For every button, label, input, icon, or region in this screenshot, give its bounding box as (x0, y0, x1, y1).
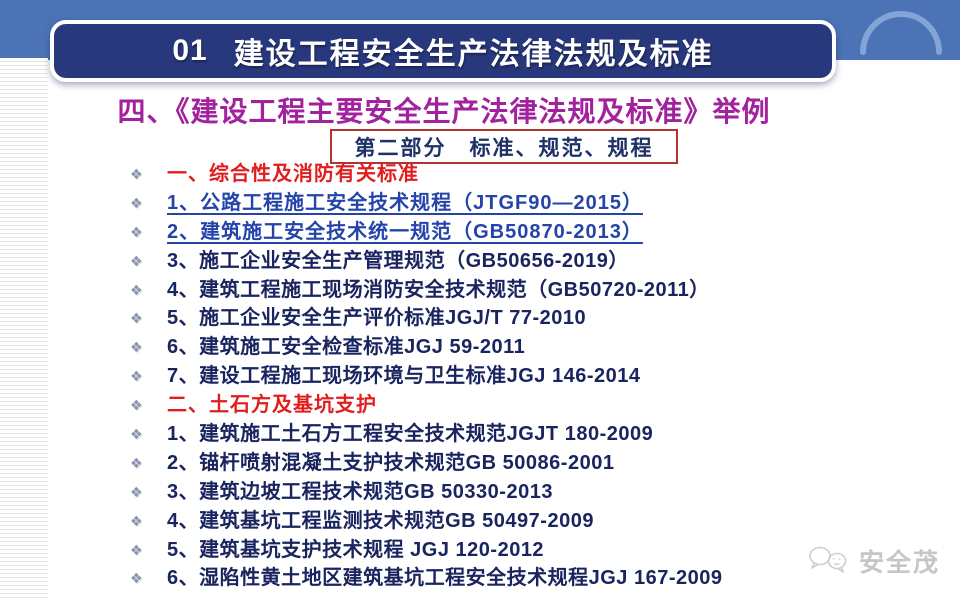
chapter-number: 01 (172, 34, 208, 67)
list-item-text: 6、湿陷性黄土地区建筑基坑工程安全技术规程JGJ 167-2009 (167, 567, 723, 590)
page-title: 四、《建设工程主要安全生产法律法规及标准》举例 (117, 96, 771, 127)
list-item-text: 2、建筑施工安全技术统一规范（GB50870-2013） (167, 220, 643, 243)
diamond-bullet-icon: ❖ (130, 541, 143, 558)
diamond-bullet-icon: ❖ (130, 281, 143, 298)
list-item: ❖ 5、建筑基坑支护技术规程 JGJ 120-2012 (130, 536, 930, 565)
diamond-bullet-icon: ❖ (130, 339, 143, 356)
chapter-banner: 01 建设工程安全生产法律法规及标准 (50, 20, 836, 82)
list-item-text: 3、建筑边坡工程技术规范GB 50330-2013 (167, 480, 553, 503)
list-item-text: 二、土石方及基坑支护 (167, 394, 377, 417)
diamond-bullet-icon: ❖ (130, 310, 143, 327)
list-item-text: 3、施工企业安全生产管理规范（GB50656-2019） (167, 249, 629, 272)
list-item: ❖ 4、建筑基坑工程监测技术规范GB 50497-2009 (130, 507, 930, 536)
left-striped-strip (0, 58, 48, 601)
list-item[interactable]: ❖ 2、建筑施工安全技术统一规范（GB50870-2013） (130, 218, 930, 247)
list-item: ❖ 6、建筑施工安全检查标准JGJ 59-2011 (130, 333, 930, 362)
standards-list: ❖ 一、综合性及消防有关标准 ❖ 1、公路工程施工安全技术规程（JTGF90—2015… (130, 160, 930, 593)
list-item: ❖ 7、建设工程施工现场环境与卫生标准JGJ 146-2014 (130, 362, 930, 391)
list-item: ❖ 一、综合性及消防有关标准 (130, 160, 930, 189)
list-item-text: 6、建筑施工安全检查标准JGJ 59-2011 (167, 336, 526, 359)
diamond-bullet-icon: ❖ (130, 223, 143, 240)
list-item-text: 一、综合性及消防有关标准 (167, 163, 419, 185)
list-item[interactable]: ❖ 1、公路工程施工安全技术规程（JTGF90—2015） (130, 189, 930, 218)
list-item: ❖ 二、土石方及基坑支护 (130, 391, 930, 420)
watermark-label: 安全茂 (858, 549, 940, 577)
diamond-bullet-icon: ❖ (130, 454, 143, 471)
list-item: ❖ 3、建筑边坡工程技术规范GB 50330-2013 (130, 478, 930, 507)
diamond-bullet-icon: ❖ (130, 397, 143, 414)
list-item-text: 7、建设工程施工现场环境与卫生标准JGJ 146-2014 (167, 365, 641, 388)
diamond-bullet-icon: ❖ (130, 426, 143, 443)
crescent-arc-icon (860, 11, 942, 55)
list-item: ❖ 6、湿陷性黄土地区建筑基坑工程安全技术规程JGJ 167-2009 (130, 564, 930, 593)
list-item-text: 2、锚杆喷射混凝土支护技术规范GB 50086-2001 (167, 451, 615, 474)
diamond-bullet-icon: ❖ (130, 570, 143, 587)
part-label-box: 第二部分 标准、规范、规程 (330, 129, 678, 164)
chapter-title: 建设工程安全生产法律法规及标准 (233, 38, 714, 71)
list-item-text: 5、施工企业安全生产评价标准JGJ/T 77-2010 (167, 307, 587, 330)
list-item-text: 4、建筑基坑工程监测技术规范GB 50497-2009 (167, 509, 594, 532)
diamond-bullet-icon: ❖ (130, 512, 143, 529)
diamond-bullet-icon: ❖ (130, 483, 143, 500)
part-label: 第二部分 标准、规范、规程 (354, 136, 654, 160)
watermark: 安全茂 (807, 543, 940, 579)
list-item: ❖ 4、建筑工程施工现场消防安全技术规范（GB50720-2011） (130, 276, 930, 305)
diamond-bullet-icon: ❖ (130, 166, 143, 182)
wechat-logo-icon (809, 546, 847, 573)
diamond-bullet-icon: ❖ (130, 194, 143, 211)
list-item-text: 1、公路工程施工安全技术规程（JTGF90—2015） (167, 191, 643, 214)
list-item-text: 4、建筑工程施工现场消防安全技术规范（GB50720-2011） (167, 278, 710, 301)
list-item-text: 5、建筑基坑支护技术规程 JGJ 120-2012 (167, 538, 545, 561)
list-item: ❖ 2、锚杆喷射混凝土支护技术规范GB 50086-2001 (130, 449, 930, 478)
diamond-bullet-icon: ❖ (130, 368, 143, 385)
list-item: ❖ 1、建筑施工土石方工程安全技术规范JGJT 180-2009 (130, 420, 930, 449)
diamond-bullet-icon: ❖ (130, 252, 143, 269)
list-item: ❖ 3、施工企业安全生产管理规范（GB50656-2019） (130, 247, 930, 276)
list-item: ❖ 5、施工企业安全生产评价标准JGJ/T 77-2010 (130, 304, 930, 333)
list-item-text: 1、建筑施工土石方工程安全技术规范JGJT 180-2009 (167, 423, 654, 446)
